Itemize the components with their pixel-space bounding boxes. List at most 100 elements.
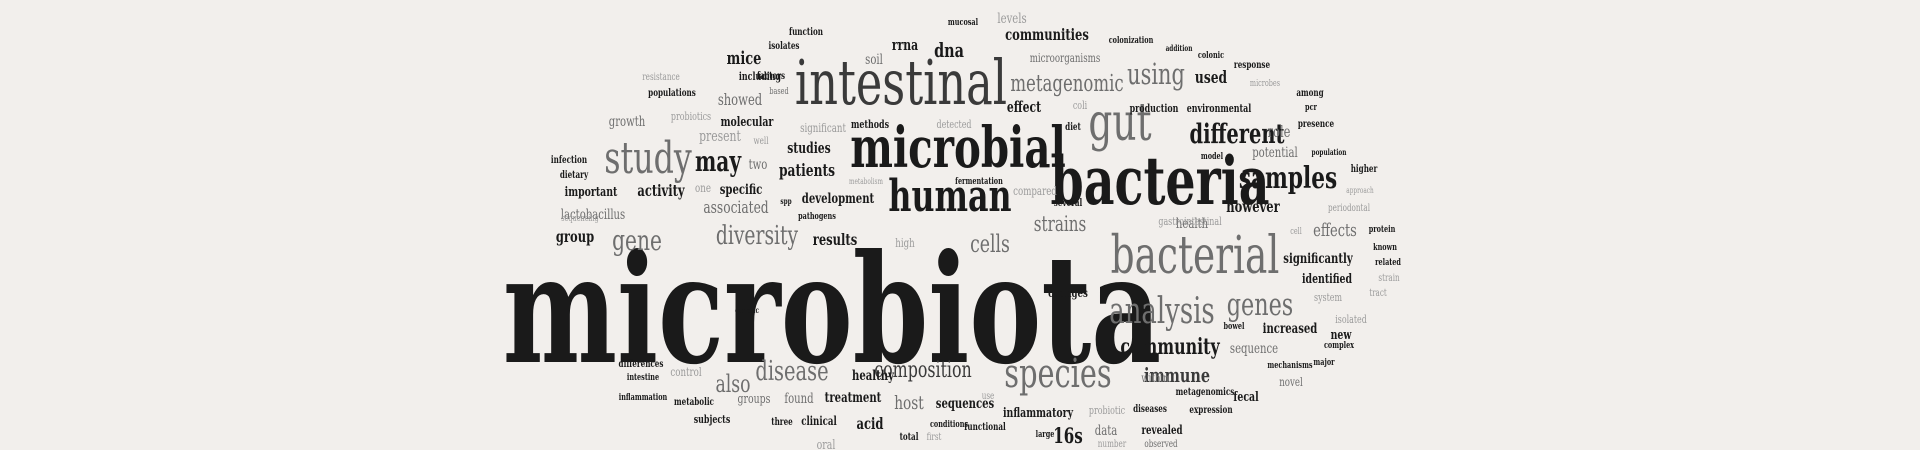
cloud-word-colonic: colonic [1197,51,1225,61]
cloud-word-two: two [748,157,768,173]
cloud-word-human: human [888,171,1012,222]
cloud-word-immune: immune [1143,363,1211,387]
cloud-word-differences: differences [618,359,664,370]
cloud-word-related: related [1375,258,1401,268]
cloud-word-strain: strain [1378,273,1400,284]
cloud-word-model: model [1200,152,1224,162]
cloud-word-role: role [1267,122,1291,141]
cloud-word-sequence: sequence [1229,341,1279,357]
cloud-word-may: may [694,145,742,178]
cloud-word-patients: patients [778,161,836,181]
cloud-word-present: present [699,127,741,145]
cloud-word-microbes: microbes [1249,79,1281,89]
cloud-word-three: three [771,417,793,428]
cloud-word-acid: acid [856,414,884,433]
cloud-word-mice: mice [726,48,762,69]
cloud-word-rrna: rrna [891,36,919,54]
cloud-word-health: health [1175,216,1209,232]
cloud-word-effect: effect [1006,98,1042,116]
cloud-word-gut: gut [1088,93,1152,153]
cloud-word-growth: growth [608,114,646,130]
cloud-word-also: also [715,370,751,398]
cloud-word-data: data [1094,423,1118,439]
cloud-word-metabolism: metabolism [849,177,883,186]
cloud-word-pathogens: pathogens [798,212,836,222]
cloud-word-microbial: microbial [850,115,1066,181]
cloud-word-mucosal: mucosal [947,18,979,28]
cloud-word-revealed: revealed [1141,423,1183,437]
cloud-word-first: first [926,432,942,443]
cloud-word-including: including [738,70,782,83]
cloud-word-expression: expression [1189,405,1233,416]
cloud-word-groups: groups [737,392,771,407]
cloud-word-different: different [1189,119,1285,150]
cloud-word-diversity: diversity [715,221,799,251]
cloud-word-potential: potential [1252,145,1298,161]
cloud-word-levels: levels [997,11,1027,27]
cloud-word-used: used [1194,68,1228,88]
cloud-word-detected: detected [936,118,972,131]
cloud-word-sequences: sequences [935,396,995,412]
cloud-word-specific: specific [719,182,763,198]
cloud-word-high: high [895,236,915,250]
cloud-word-development: development [801,191,875,207]
cloud-word-intestine: intestine [626,373,660,383]
cloud-word-genes: genes [1226,287,1294,323]
cloud-word-mechanisms: mechanisms [1267,361,1313,371]
cloud-word-fecal: fecal [1233,390,1259,405]
cloud-word-fermentation: fermentation [955,177,1003,187]
cloud-word-samples: samples [1238,161,1338,196]
cloud-word-diet: diet [1065,122,1081,133]
cloud-word-populations: populations [648,88,696,99]
cloud-word-diseases: diseases [1133,404,1167,415]
cloud-word-soil: soil [865,52,883,68]
cloud-word-metagenomic: metagenomic [1010,71,1124,97]
cloud-word-studies: studies [787,139,831,157]
cloud-word-lactobacillus: lactobacillus [560,207,626,223]
cloud-word-compared: compared [1013,184,1057,198]
cloud-word-isolates: isolates [768,41,800,52]
cloud-word-major: major [1313,358,1335,368]
cloud-word-activity: activity [637,181,685,200]
cloud-word-functional: functional [964,422,1006,433]
cloud-word-host: host [894,392,924,414]
cloud-word-molecular: molecular [720,115,774,130]
cloud-word-higher: higher [1350,164,1378,175]
cloud-word-well: well [753,136,769,147]
cloud-word-increased: increased [1262,321,1318,337]
cloud-word-community: community [1120,334,1220,360]
cloud-word-control: control [670,365,702,379]
cloud-word-presence: presence [1297,119,1335,130]
cloud-word-composition: composition [874,358,972,383]
cloud-word-associated: associated [703,198,769,218]
cloud-word-novel: novel [1279,375,1303,389]
cloud-word-population: population [1311,147,1347,157]
cloud-word-isolated: isolated [1335,313,1367,326]
cloud-word-total: total [899,432,919,443]
cloud-word-species: species [1004,351,1112,397]
cloud-word-results: results [812,230,858,249]
cloud-word-microbiota: microbiota [502,222,1162,398]
cloud-word-dna: dna [934,38,964,62]
cloud-word-changes: changes [1048,286,1088,300]
cloud-word-resistance: resistance [642,72,680,83]
cloud-word-cell: cell [1290,227,1302,237]
cloud-word-coli: coli [1072,99,1088,112]
cloud-word-significant: significant [800,121,846,135]
cloud-word-microorganisms: microorganisms [1029,51,1101,65]
cloud-word-gastrointestinal: gastrointestinal [1158,215,1222,228]
cloud-word-number: number [1097,439,1127,450]
cloud-word-healthy: healthy [852,368,894,384]
cloud-word-probiotic: probiotic [1088,404,1126,417]
cloud-word-dietary: dietary [559,170,589,181]
cloud-word-16s: 16s [1053,423,1083,448]
cloud-word-periodontal: periodontal [1327,203,1371,214]
cloud-word-sequencing: sequencing [561,214,599,224]
cloud-word-bowel: bowel [1223,322,1245,332]
cloud-word-bacteria: bacteria [1050,142,1270,220]
cloud-word-complex: complex [1323,341,1355,351]
cloud-word-infection: infection [550,155,588,166]
cloud-word-factors: factors [756,71,786,82]
cloud-word-important: important [564,185,618,200]
